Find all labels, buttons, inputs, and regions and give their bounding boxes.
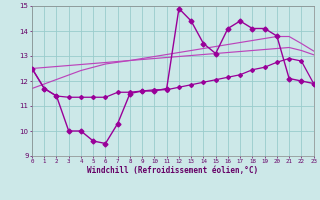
- X-axis label: Windchill (Refroidissement éolien,°C): Windchill (Refroidissement éolien,°C): [87, 166, 258, 175]
